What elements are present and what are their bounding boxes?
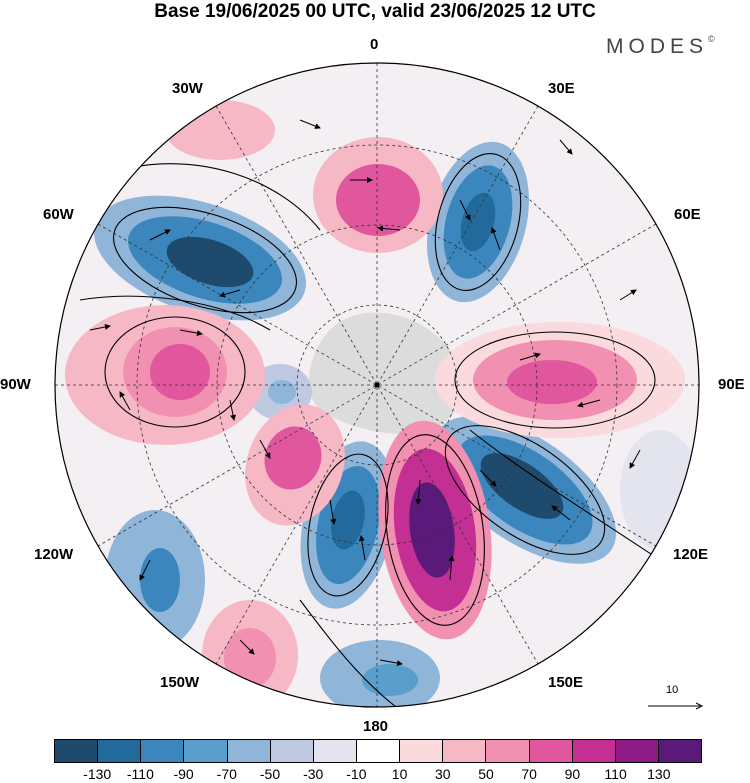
brand-name: MODES <box>606 35 709 58</box>
copyright-mark: © <box>708 34 715 44</box>
pole-marker <box>374 382 380 388</box>
colorbar-tick-label: 10 <box>391 766 408 782</box>
lon-label-60e: 60E <box>674 206 701 223</box>
map-title: Base 19/06/2025 00 UTC, valid 23/06/2025… <box>154 1 596 22</box>
landmass <box>309 312 465 434</box>
colorbar-segment-8 <box>400 740 444 762</box>
vector-scale-arrow <box>648 702 704 710</box>
lon-label-120w: 120W <box>34 546 74 563</box>
colorbar-segment-3 <box>184 740 228 762</box>
lon-label-90w: 90W <box>0 376 31 393</box>
colorbar-tick-label: 130 <box>647 766 671 782</box>
lon-label-180: 180 <box>363 718 389 735</box>
colorbar-segment-10 <box>486 740 530 762</box>
colorbar-tick-label: 70 <box>521 766 537 782</box>
anomaly-blob-pos-90e <box>435 322 685 438</box>
contours <box>79 153 661 707</box>
colorbar-segment-4 <box>227 740 271 762</box>
colorbar-segment-13 <box>615 740 659 762</box>
map-boundary <box>54 62 700 708</box>
colorbar-tick-label: 50 <box>478 766 494 782</box>
anomaly-blob-pos-0 <box>313 137 443 253</box>
colorbar-tick-label: -10 <box>346 766 367 782</box>
colorbar-tick-label: -130 <box>83 766 112 782</box>
colorbar-segment-9 <box>443 740 487 762</box>
colorbar-tick-label: -90 <box>173 766 194 782</box>
anomaly-blob-pos-165e <box>378 420 492 640</box>
anomaly-blob-pos-135w <box>245 404 345 526</box>
lon-label-150w: 150W <box>160 674 200 691</box>
lon-label-90e: 90E <box>718 376 745 393</box>
colorbar-segment-0 <box>55 740 99 762</box>
colorbar <box>54 739 702 763</box>
colorbar-segment-11 <box>529 740 573 762</box>
colorbar-segment-5 <box>270 740 314 762</box>
field-layer <box>55 63 699 707</box>
lon-label-60w: 60W <box>43 206 74 223</box>
colorbar-segment-7 <box>356 740 401 762</box>
colorbar-segment-2 <box>141 740 185 762</box>
anomaly-blob-neg-60w <box>94 195 306 321</box>
lon-label-150e: 150E <box>548 674 584 691</box>
vector-scale-label: 10 <box>666 684 679 696</box>
meridians <box>55 63 699 707</box>
lon-label-120e: 120E <box>673 546 709 563</box>
colorbar-tick-label: -110 <box>126 766 154 782</box>
anomaly-blob-neg-30e <box>427 141 529 303</box>
colorbar-tick-label: 90 <box>564 766 581 782</box>
colorbar-segment-14 <box>658 740 702 762</box>
colorbar-segment-12 <box>572 740 616 762</box>
wind-vectors <box>89 119 641 667</box>
lon-label-30e: 30E <box>548 80 575 97</box>
colorbar-tick-label: -50 <box>259 766 281 782</box>
colorbar-tick-label: -70 <box>216 766 237 782</box>
lon-label-0: 0 <box>370 36 379 53</box>
anomaly-blob-pos-90w <box>65 305 265 445</box>
colorbar-segment-6 <box>313 740 357 762</box>
colorbar-tick-label: 30 <box>435 766 451 782</box>
polar-map <box>54 62 700 708</box>
colorbar-segment-1 <box>98 740 142 762</box>
lon-label-30w: 30W <box>172 80 203 97</box>
colorbar-ticks: -130 -110 -90 -70 -50 -30 -10 10 30 50 70 90 110 130 <box>0 766 750 783</box>
brand-logo: MODES© <box>606 34 715 59</box>
colorbar-tick-label: -30 <box>303 766 324 782</box>
colorbar-tick-label: 110 <box>604 766 627 782</box>
